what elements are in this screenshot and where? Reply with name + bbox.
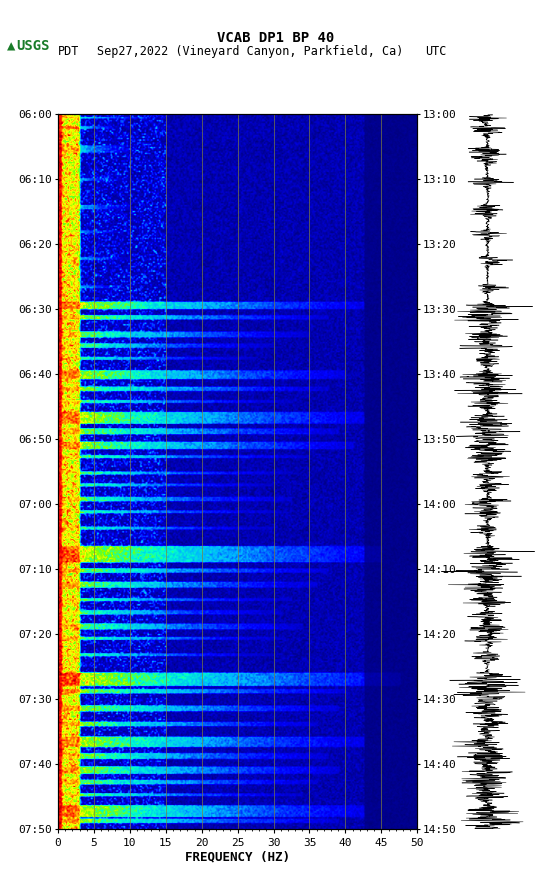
Text: UTC: UTC (425, 45, 447, 58)
Text: Sep27,2022 (Vineyard Canyon, Parkfield, Ca): Sep27,2022 (Vineyard Canyon, Parkfield, … (97, 45, 403, 58)
Text: PDT: PDT (58, 45, 79, 58)
Text: ▲: ▲ (7, 39, 15, 54)
Text: USGS: USGS (17, 39, 50, 54)
Text: VCAB DP1 BP 40: VCAB DP1 BP 40 (217, 31, 335, 46)
X-axis label: FREQUENCY (HZ): FREQUENCY (HZ) (185, 850, 290, 864)
